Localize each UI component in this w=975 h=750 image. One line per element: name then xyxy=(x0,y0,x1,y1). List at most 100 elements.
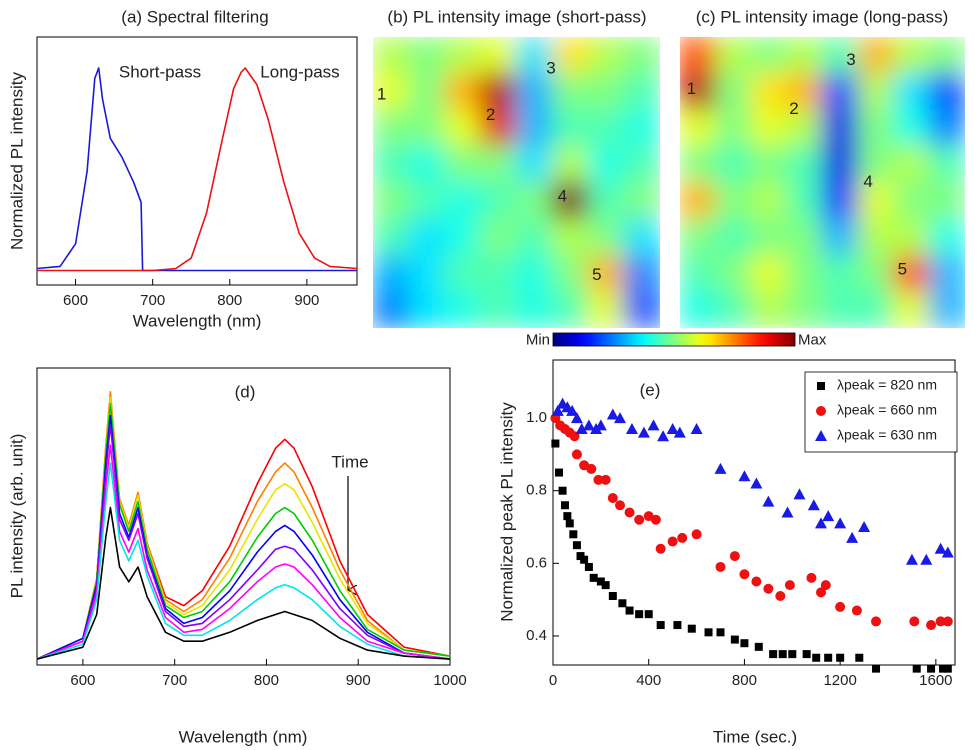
spectrum-line xyxy=(36,462,451,660)
image-cell xyxy=(750,218,788,256)
image-cell xyxy=(857,182,895,220)
marker-square xyxy=(754,642,763,651)
image-cell xyxy=(408,291,446,328)
marker-square xyxy=(802,650,811,659)
marker-triangle xyxy=(714,462,727,474)
marker-triangle xyxy=(934,542,947,554)
image-cell xyxy=(444,145,482,183)
spectrum-line xyxy=(37,67,358,272)
marker-square xyxy=(740,639,749,648)
y-axis-label: Normalized peak PL intensity xyxy=(497,402,516,622)
marker-circle xyxy=(729,551,740,562)
y-axis-label: Normalized PL intensity xyxy=(7,72,26,250)
marker-square xyxy=(580,555,589,564)
image-cell xyxy=(551,254,589,293)
marker-circle xyxy=(751,576,762,587)
colorbar-label: Max xyxy=(798,331,827,348)
spot-label: 5 xyxy=(898,259,907,278)
marker-square xyxy=(673,621,682,630)
marker-circle xyxy=(926,620,937,631)
image-cell xyxy=(857,291,895,328)
image-cell xyxy=(893,218,930,256)
spot-label: 4 xyxy=(558,187,567,206)
image-cell xyxy=(551,109,589,147)
image-cell xyxy=(715,218,752,256)
marker-square xyxy=(824,653,833,662)
x-tick-label: 600 xyxy=(70,672,95,689)
image-cell xyxy=(408,37,446,74)
marker-triangle xyxy=(673,426,686,438)
image-cells xyxy=(373,37,660,328)
image-cell xyxy=(373,145,410,183)
marker-square xyxy=(601,581,610,590)
annotation: Short-pass xyxy=(119,62,201,81)
marker-square xyxy=(584,562,593,571)
image-cell xyxy=(480,182,517,220)
image-cell xyxy=(928,218,965,256)
marker-triangle xyxy=(614,412,626,424)
marker-square xyxy=(551,439,560,448)
x-tick-label: 1200 xyxy=(823,672,856,689)
marker-circle xyxy=(784,580,795,591)
image-cell xyxy=(680,182,717,220)
y-tick-label: 0.4 xyxy=(526,627,547,644)
image-cell xyxy=(715,145,752,183)
marker-square xyxy=(589,573,598,582)
marker-circle xyxy=(851,605,862,616)
marker-square xyxy=(635,610,644,619)
image-cell xyxy=(822,37,859,74)
image-cell xyxy=(786,291,823,328)
marker-triangle xyxy=(551,404,564,416)
image-cell xyxy=(444,218,482,256)
image-cell xyxy=(623,254,660,293)
marker-square xyxy=(769,650,778,659)
x-tick-label: 800 xyxy=(732,672,757,689)
spot-label: 1 xyxy=(377,85,386,104)
marker-triangle xyxy=(822,510,835,522)
marker-square xyxy=(656,621,665,630)
image-cell xyxy=(408,109,446,147)
image-cell xyxy=(551,145,589,183)
colorbar-label: Min xyxy=(526,331,550,348)
marker-square xyxy=(836,653,845,662)
marker-triangle xyxy=(807,499,820,511)
marker-square xyxy=(778,650,787,659)
image-cell xyxy=(822,254,859,293)
image-cell xyxy=(480,218,517,256)
marker-circle xyxy=(593,474,604,485)
image-cell xyxy=(928,37,965,74)
marker-square xyxy=(730,635,739,644)
marker-triangle xyxy=(905,553,918,565)
image-cell xyxy=(551,72,589,111)
colorbar xyxy=(552,332,796,347)
intensity-image xyxy=(680,37,965,328)
y-tick-label: 0.8 xyxy=(526,482,547,499)
marker-circle xyxy=(942,616,953,627)
image-cell xyxy=(857,145,895,183)
spectrum-line xyxy=(36,414,451,660)
marker-circle xyxy=(607,492,618,503)
marker-square xyxy=(554,468,563,477)
image-cell xyxy=(373,254,410,293)
marker-circle xyxy=(806,572,817,583)
y-tick-label: 0.6 xyxy=(526,554,547,571)
chart-title: (a) Spectral filtering xyxy=(121,7,268,26)
legend-box xyxy=(804,371,958,453)
marker-square xyxy=(572,541,581,550)
marker-circle xyxy=(615,500,625,511)
x-tick-label: 900 xyxy=(346,672,371,689)
image-cell xyxy=(373,218,410,256)
marker-triangle xyxy=(941,546,954,558)
marker-square xyxy=(927,664,936,673)
image-cell xyxy=(587,254,625,293)
image-cell xyxy=(480,254,517,293)
image-cell xyxy=(680,218,717,256)
image-cell xyxy=(373,291,410,328)
image-cell xyxy=(786,218,823,256)
marker-triangle xyxy=(815,430,827,441)
image-cell xyxy=(893,37,930,74)
spot-label: 4 xyxy=(863,172,872,191)
image-cell xyxy=(928,72,965,111)
x-axis-label: Wavelength (nm) xyxy=(179,727,308,746)
image-cell xyxy=(715,182,752,220)
